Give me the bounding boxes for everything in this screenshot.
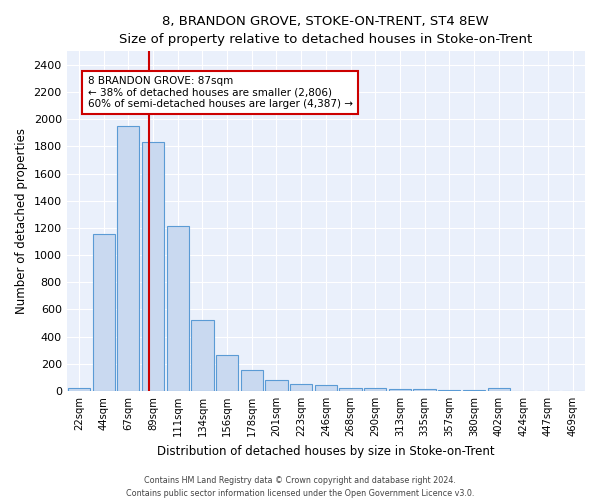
Bar <box>142 142 164 391</box>
Bar <box>167 226 189 391</box>
X-axis label: Distribution of detached houses by size in Stoke-on-Trent: Distribution of detached houses by size … <box>157 444 494 458</box>
Bar <box>68 388 90 391</box>
Bar <box>463 390 485 391</box>
Bar <box>265 380 287 391</box>
Bar <box>191 320 214 391</box>
Bar <box>92 234 115 391</box>
Bar <box>413 389 436 391</box>
Bar <box>216 355 238 391</box>
Y-axis label: Number of detached properties: Number of detached properties <box>15 128 28 314</box>
Text: 8 BRANDON GROVE: 87sqm
← 38% of detached houses are smaller (2,806)
60% of semi-: 8 BRANDON GROVE: 87sqm ← 38% of detached… <box>88 76 353 109</box>
Bar <box>389 389 411 391</box>
Bar <box>488 388 510 391</box>
Title: 8, BRANDON GROVE, STOKE-ON-TRENT, ST4 8EW
Size of property relative to detached : 8, BRANDON GROVE, STOKE-ON-TRENT, ST4 8E… <box>119 15 532 46</box>
Bar <box>340 388 362 391</box>
Bar <box>241 370 263 391</box>
Bar <box>117 126 139 391</box>
Bar <box>290 384 312 391</box>
Bar <box>438 390 460 391</box>
Bar <box>364 388 386 391</box>
Bar <box>315 386 337 391</box>
Text: Contains HM Land Registry data © Crown copyright and database right 2024.
Contai: Contains HM Land Registry data © Crown c… <box>126 476 474 498</box>
